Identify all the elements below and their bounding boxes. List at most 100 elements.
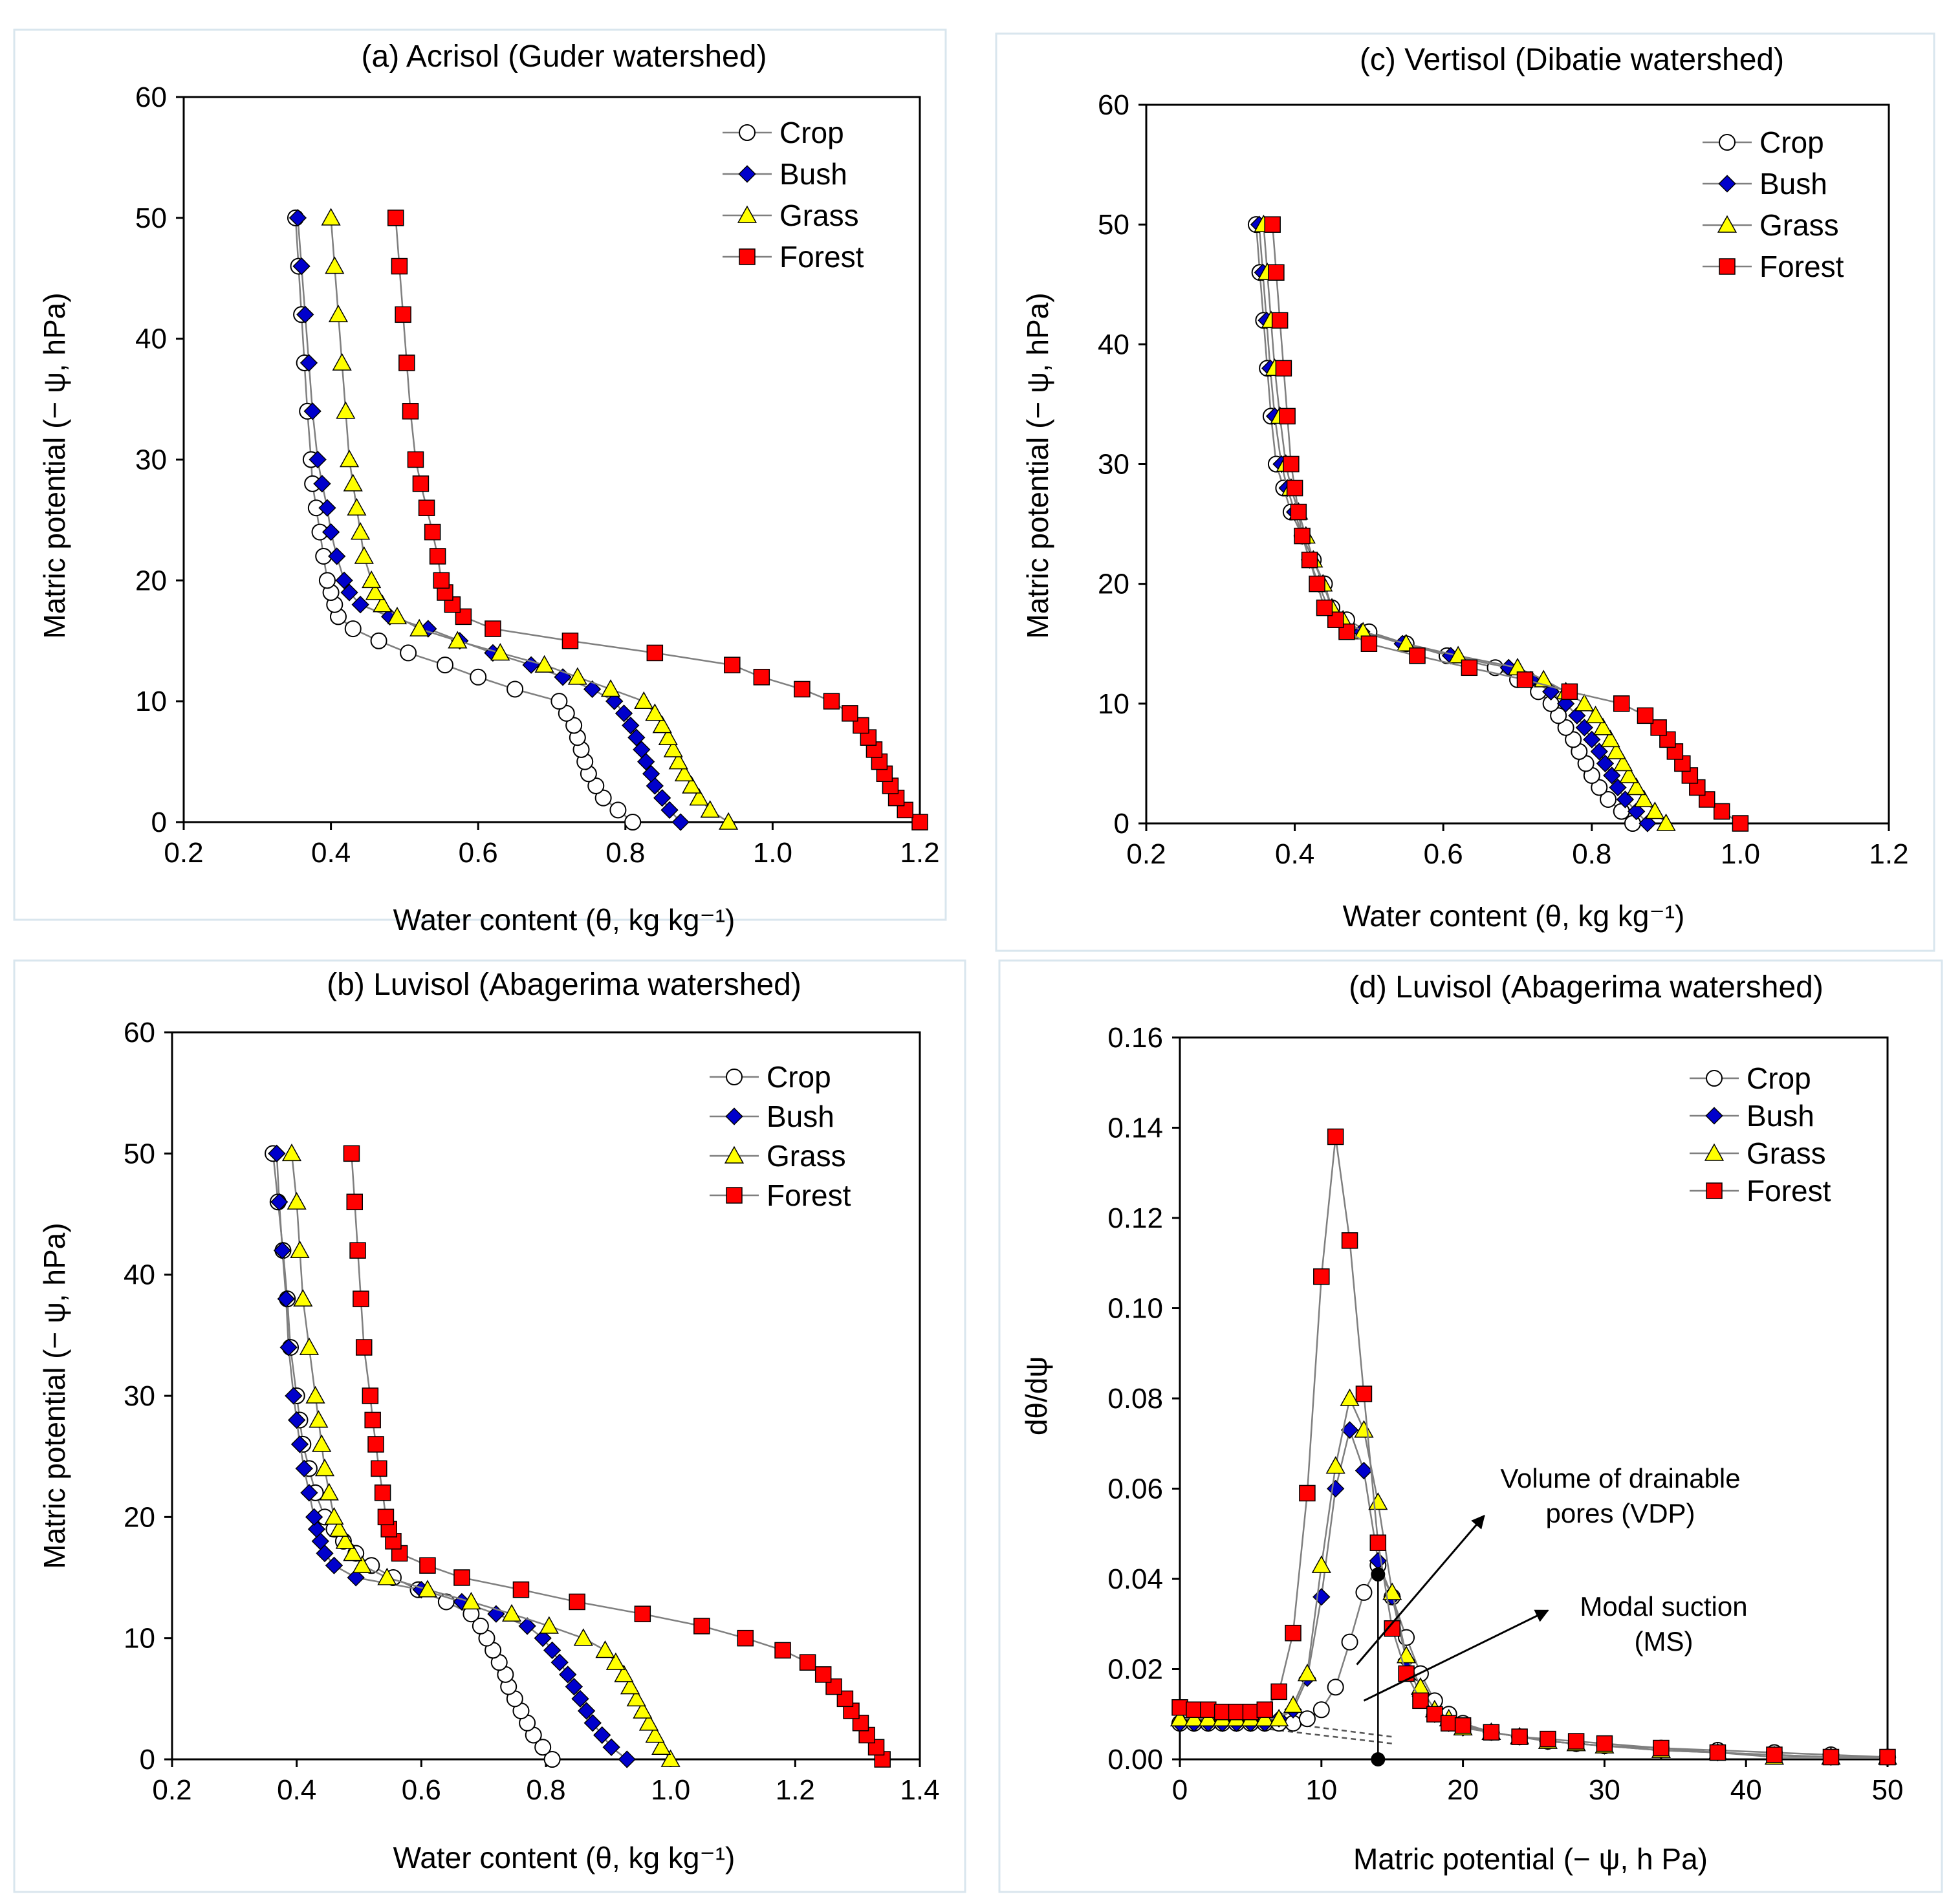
point-forest — [1511, 1728, 1528, 1745]
y-tick-label-b: 10 — [124, 1623, 155, 1655]
point-grass — [290, 1240, 310, 1258]
point-grass — [1325, 1456, 1345, 1474]
point-bush — [290, 1435, 309, 1453]
point-crop — [1298, 1710, 1316, 1728]
point-crop — [550, 693, 568, 710]
point-forest — [1879, 1748, 1896, 1766]
legend-label-grass: Grass — [779, 199, 859, 232]
point-crop — [344, 620, 362, 638]
point-crop — [565, 717, 583, 734]
point-grass — [287, 1191, 307, 1210]
point-bush — [351, 596, 369, 614]
point-bush — [296, 305, 314, 323]
point-crop — [318, 572, 336, 589]
x-tick-label-b: 1.4 — [900, 1774, 939, 1806]
point-bush — [642, 765, 660, 783]
point-forest — [774, 1642, 791, 1659]
y-tick-label-d: 0.00 — [1107, 1744, 1163, 1776]
point-forest — [349, 1242, 366, 1259]
x-tick-label-d: 0 — [1172, 1774, 1188, 1806]
legend-marker-bush — [725, 1107, 743, 1125]
legend-c: Crop Bush Grass Forest — [1703, 125, 1844, 283]
point-forest — [395, 306, 411, 323]
point-forest — [634, 1605, 651, 1622]
point-forest — [842, 705, 858, 722]
y-tick-label-b: 20 — [124, 1501, 155, 1533]
point-bush — [602, 1738, 620, 1756]
point-forest — [1713, 803, 1730, 820]
chart-title-a: (a) Acrisol (Guder watershed) — [362, 39, 767, 74]
point-grass — [700, 799, 720, 818]
legend-marker-bush — [1718, 175, 1736, 193]
x-tick-label-a: 0.8 — [605, 837, 645, 869]
point-forest — [1412, 1692, 1429, 1710]
point-forest — [398, 354, 415, 371]
legend-label-forest: Forest — [1747, 1174, 1831, 1208]
series-grass-b — [281, 1143, 681, 1767]
chart-b: 0.2 0.4 0.6 0.8 1.0 1.2 1.4 0 10 20 30 40 50 60 (b) Lu… — [13, 959, 966, 1893]
legend-marker-grass — [724, 1146, 745, 1164]
point-bush — [1639, 814, 1657, 832]
point-forest — [407, 451, 424, 468]
x-tick-label-a: 0.4 — [311, 837, 351, 869]
point-grass — [354, 546, 374, 564]
y-tick-label-b: 30 — [124, 1380, 155, 1412]
point-forest — [367, 1436, 384, 1453]
point-bush — [605, 692, 624, 710]
point-grass — [1626, 777, 1646, 796]
point-forest — [1360, 635, 1378, 652]
point-grass — [567, 667, 587, 685]
y-tick-label-a: 50 — [135, 202, 167, 234]
point-forest — [737, 1629, 754, 1647]
point-crop — [1341, 1633, 1358, 1651]
point-grass — [651, 1737, 671, 1755]
point-forest — [1286, 479, 1303, 497]
y-tick-label-d: 0.04 — [1107, 1563, 1163, 1595]
point-forest — [1540, 1730, 1556, 1748]
x-tick-label-c: 0.4 — [1275, 838, 1314, 870]
point-forest — [1613, 695, 1630, 712]
point-grass — [335, 1531, 355, 1549]
legend-marker-grass — [1717, 215, 1737, 233]
point-forest — [1228, 1704, 1245, 1721]
point-bush — [543, 1641, 561, 1660]
x-tick-label-b: 1.0 — [651, 1774, 690, 1806]
legend-label-crop: Crop — [779, 116, 844, 149]
point-forest — [1709, 1744, 1726, 1761]
point-bush — [583, 1714, 602, 1732]
point-forest — [364, 1411, 381, 1429]
point-forest — [1186, 1701, 1203, 1719]
point-grass — [336, 401, 356, 419]
point-grass — [663, 739, 683, 757]
point-forest — [1561, 683, 1578, 701]
y-axis-title-b: Matric potential (− ψ, hPa) — [38, 1222, 71, 1569]
point-forest — [794, 680, 811, 698]
point-forest — [402, 403, 419, 420]
point-bush — [313, 475, 331, 493]
point-forest — [1653, 1739, 1670, 1757]
point-forest — [387, 210, 404, 226]
legend-marker-crop — [726, 1069, 743, 1085]
point-crop — [1565, 731, 1582, 748]
y-tick-label-c: 60 — [1098, 89, 1129, 121]
x-tick-label-b: 0.2 — [152, 1774, 191, 1806]
point-forest — [485, 620, 501, 637]
point-forest — [1242, 1704, 1259, 1721]
point-grass — [448, 631, 468, 649]
point-bush — [565, 1677, 583, 1696]
legend-marker-crop — [1719, 134, 1736, 151]
point-forest — [1355, 1385, 1373, 1402]
series-forest-c — [1264, 216, 1749, 832]
legend-marker-forest — [1719, 258, 1736, 275]
y-tick-label-b: 60 — [124, 1017, 155, 1048]
chart-c: 0.2 0.4 0.6 0.8 1.0 1.2 0 10 20 30 40 50 60 (c) Verti… — [995, 32, 1935, 952]
point-bush — [1590, 743, 1608, 761]
point-bush — [335, 571, 353, 589]
point-forest — [1596, 1735, 1613, 1752]
point-forest — [1270, 1683, 1287, 1700]
point-grass — [1593, 717, 1613, 735]
point-grass — [595, 1640, 615, 1658]
x-tick-label-d: 30 — [1589, 1774, 1620, 1806]
point-bush — [289, 209, 307, 227]
point-forest — [561, 633, 579, 649]
